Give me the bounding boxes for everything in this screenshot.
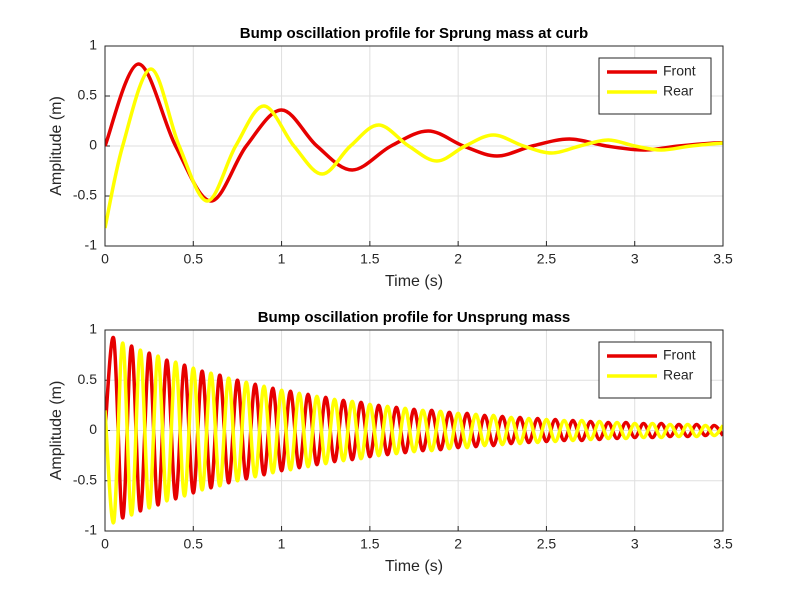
- y-axis-label: Amplitude (m): [48, 96, 65, 196]
- x-tick-label: 0.5: [184, 251, 204, 267]
- x-tick-label: 3.5: [713, 536, 733, 552]
- y-tick-label: 0.5: [78, 87, 98, 103]
- data-line: [105, 341, 723, 525]
- x-tick-label: 1.5: [360, 251, 380, 267]
- y-tick-label: -1: [85, 522, 98, 538]
- x-axis-label: Time (s): [385, 558, 443, 575]
- x-tick-label: 0.5: [184, 536, 204, 552]
- y-tick-label: 0: [89, 137, 97, 153]
- y-tick-label: 1: [89, 321, 97, 337]
- legend-label: Front: [663, 347, 696, 363]
- x-tick-label: 2.5: [537, 536, 557, 552]
- x-tick-label: 1: [278, 536, 286, 552]
- y-axis-label: Amplitude (m): [48, 381, 65, 481]
- axes-box: [104, 45, 724, 247]
- x-axis-label: Time (s): [385, 273, 443, 290]
- y-tick-label: -0.5: [73, 187, 97, 203]
- legend-box: [598, 57, 712, 115]
- y-tick-label: 0.5: [78, 371, 98, 387]
- x-tick-label: 2: [454, 536, 462, 552]
- legend-box: [598, 341, 712, 399]
- x-tick-label: 2.5: [537, 251, 557, 267]
- x-tick-label: 1.5: [360, 536, 380, 552]
- data-line: [105, 67, 723, 229]
- y-tick-label: -1: [85, 237, 98, 253]
- x-tick-label: 1: [278, 251, 286, 267]
- x-tick-label: 0: [101, 251, 109, 267]
- legend-label: Rear: [663, 367, 694, 383]
- x-tick-label: 3: [631, 536, 639, 552]
- x-tick-label: 0: [101, 536, 109, 552]
- x-tick-label: 2: [454, 251, 462, 267]
- legend-label: Front: [663, 63, 696, 79]
- x-tick-label: 3: [631, 251, 639, 267]
- y-tick-label: 1: [89, 37, 97, 53]
- chart-title: Bump oscillation profile for Sprung mass…: [240, 25, 588, 42]
- chart-title: Bump oscillation profile for Unsprung ma…: [258, 309, 571, 326]
- y-tick-label: -0.5: [73, 471, 97, 487]
- axes-box: [104, 329, 724, 532]
- legend-label: Rear: [663, 83, 694, 99]
- x-tick-label: 3.5: [713, 251, 733, 267]
- y-tick-label: 0: [89, 421, 97, 437]
